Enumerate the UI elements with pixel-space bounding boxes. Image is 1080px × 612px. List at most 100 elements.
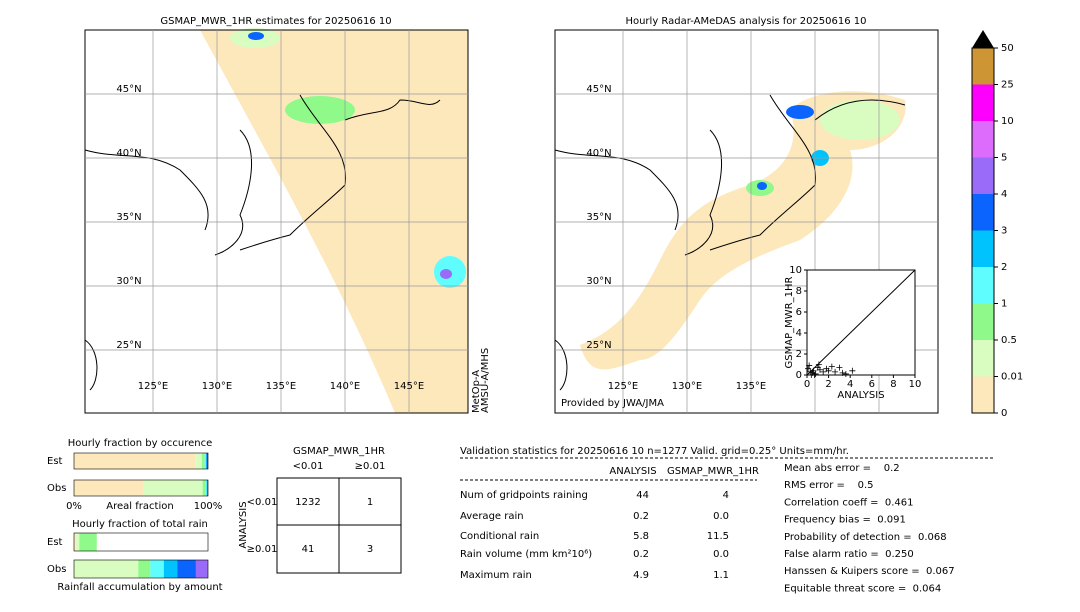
bar-frame — [73, 479, 209, 497]
colorbar-segment — [972, 230, 994, 267]
rain-area — [285, 96, 355, 124]
stats-label: Conditional rain — [460, 531, 539, 542]
rain-core — [440, 269, 452, 279]
x-tick-label: 2 — [825, 379, 831, 390]
bar-segment — [206, 453, 208, 469]
bar-segment — [195, 453, 202, 469]
map-title: Hourly Radar-AMeDAS analysis for 2025061… — [625, 16, 866, 27]
score: Frequency bias = 0.091 — [784, 515, 906, 526]
bar-segment — [206, 480, 208, 496]
scatter-point — [842, 370, 849, 377]
colorbar-label: 50 — [1001, 43, 1014, 54]
scatter-point — [828, 363, 835, 370]
column-header: ≥0.01 — [355, 461, 386, 472]
scatter-point — [849, 367, 856, 374]
bar-segment — [150, 560, 164, 578]
lat-label: 35°N — [116, 212, 141, 223]
bar-segment — [205, 480, 207, 496]
score: Hanssen & Kuipers score = 0.067 — [784, 566, 955, 577]
scatter-point — [806, 362, 813, 369]
bar-frame — [73, 559, 209, 579]
stats-label: Average rain — [460, 511, 524, 522]
rain-core — [757, 182, 767, 190]
stats-header: Validation statistics for 20250616 10 n=… — [460, 446, 849, 457]
stats-value: 0.2 — [633, 549, 649, 560]
lon-label: 145°E — [394, 381, 424, 392]
scatter-point — [832, 368, 839, 375]
bar-segment — [201, 453, 205, 469]
scatter-point — [815, 361, 822, 368]
lat-label: 45°N — [586, 84, 611, 95]
x-tick-label: 8 — [890, 379, 896, 390]
bar-segment — [74, 480, 144, 496]
colorbar-segment — [972, 194, 994, 231]
map-credit: Provided by JWA/JMA — [561, 398, 664, 409]
x-axis-label: Areal fraction — [106, 501, 173, 512]
table-title: GSMAP_MWR_1HR — [293, 446, 385, 457]
stats-value: 11.5 — [707, 531, 729, 542]
lat-label: 30°N — [116, 276, 141, 287]
stats-value: 0.2 — [633, 511, 649, 522]
stats-column: GSMAP_MWR_1HR — [667, 466, 759, 477]
x-tick-label: 10 — [909, 379, 922, 390]
bar-frame — [73, 452, 209, 470]
score: RMS error = 0.5 — [784, 480, 874, 491]
stats-value: 44 — [636, 490, 649, 501]
stats-value: 0.0 — [713, 511, 729, 522]
colorbar-label: 1 — [1001, 299, 1007, 310]
scatter-point — [812, 370, 819, 377]
bar-segment — [74, 560, 139, 578]
category-label: Obs — [47, 564, 66, 575]
swath — [200, 30, 468, 413]
bar-segment — [202, 480, 206, 496]
coastline — [554, 149, 679, 391]
bar-segment — [205, 453, 207, 469]
colorbar-label: 0.5 — [1001, 335, 1017, 346]
bar-segment — [204, 453, 206, 469]
lon-label: 135°E — [266, 381, 296, 392]
chart-title: Hourly fraction by occurence — [68, 438, 212, 449]
rain-area — [820, 100, 900, 140]
colorbar-segment — [972, 376, 994, 413]
bar-segment — [74, 533, 76, 551]
x-axis-label: ANALYSIS — [837, 390, 884, 401]
bar-segment — [207, 480, 208, 496]
score: Mean abs error = 0.2 — [784, 463, 900, 474]
lat-label: 40°N — [586, 148, 611, 159]
x-tick-label: 0 — [804, 379, 810, 390]
colorbar-label: 3 — [1001, 226, 1007, 237]
coastline — [214, 94, 441, 256]
bar-segment — [163, 560, 178, 578]
x-axis-label: Rainfall accumulation by amount — [57, 582, 222, 593]
table-cell: 1232 — [295, 497, 320, 508]
colorbar-segment — [972, 84, 994, 121]
bar-segment — [75, 533, 80, 551]
row-header: ≥0.01 — [247, 544, 278, 555]
rain-core — [786, 105, 814, 119]
lat-label: 25°N — [116, 340, 141, 351]
scatter-point — [811, 372, 818, 378]
y-tick-label: 10 — [789, 265, 802, 276]
bar-segment — [79, 533, 97, 551]
scatter-point — [816, 366, 823, 373]
map-title: GSMAP_MWR_1HR estimates for 20250616 10 — [160, 16, 391, 27]
lat-label: 40°N — [116, 148, 141, 159]
colorbar-extension — [972, 30, 994, 48]
x-tick-label: 100% — [194, 501, 223, 512]
score: Probability of detection = 0.068 — [784, 532, 947, 543]
stats-column: ANALYSIS — [609, 466, 656, 477]
y-axis-label: GSMAP_MWR_1HR — [784, 277, 795, 369]
map-left — [84, 28, 469, 414]
column-header: <0.01 — [293, 461, 324, 472]
lat-label: 25°N — [586, 340, 611, 351]
colorbar-label: 4 — [1001, 189, 1007, 200]
lon-label: 130°E — [202, 381, 232, 392]
y-tick-label: 2 — [796, 349, 802, 360]
lon-label: 135°E — [736, 381, 766, 392]
lon-label: 125°E — [608, 381, 638, 392]
scatter-point — [805, 365, 812, 372]
lat-label: 45°N — [116, 84, 141, 95]
score: False alarm ratio = 0.250 — [784, 549, 914, 560]
colorbar-segment — [972, 267, 994, 304]
